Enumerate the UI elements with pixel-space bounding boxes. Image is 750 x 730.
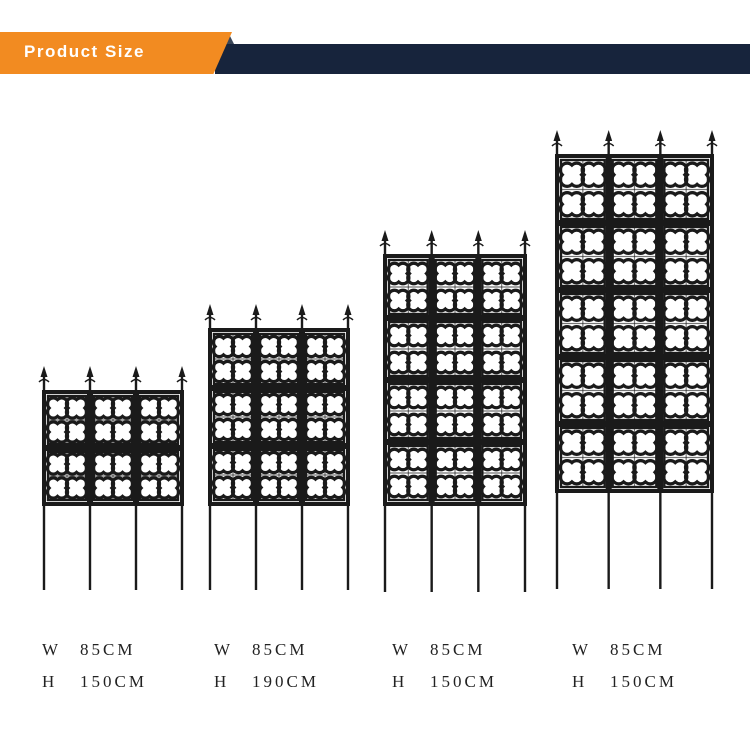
product-dimensions-1: W 85CM H 150CM (42, 634, 147, 698)
width-value: 85CM (80, 640, 136, 659)
product-dimensions-3: W 85CM H 150CM (392, 634, 497, 698)
height-value: 150CM (610, 672, 677, 691)
product-size-banner: Product Size (0, 32, 750, 74)
height-label: H (42, 672, 58, 691)
banner-dark-bar (215, 44, 750, 74)
trellis-image-large (379, 230, 531, 594)
width-value: 85CM (430, 640, 486, 659)
width-label: W (572, 640, 592, 659)
section-title: Product Size (24, 42, 145, 61)
height-label: H (572, 672, 588, 691)
banner-orange-tab: Product Size (0, 32, 232, 74)
height-value: 150CM (430, 672, 497, 691)
product-dimensions-2: W 85CM H 190CM (214, 634, 319, 698)
width-value: 85CM (610, 640, 666, 659)
width-value: 85CM (252, 640, 308, 659)
product-dimensions-4: W 85CM H 150CM (572, 634, 677, 698)
trellis-image-xlarge (551, 130, 718, 591)
width-label: W (42, 640, 62, 659)
width-label: W (392, 640, 412, 659)
height-value: 150CM (80, 672, 147, 691)
height-value: 190CM (252, 672, 319, 691)
trellis-image-medium (204, 304, 354, 592)
height-label: H (392, 672, 408, 691)
trellis-image-small (38, 366, 188, 592)
height-label: H (214, 672, 230, 691)
width-label: W (214, 640, 234, 659)
